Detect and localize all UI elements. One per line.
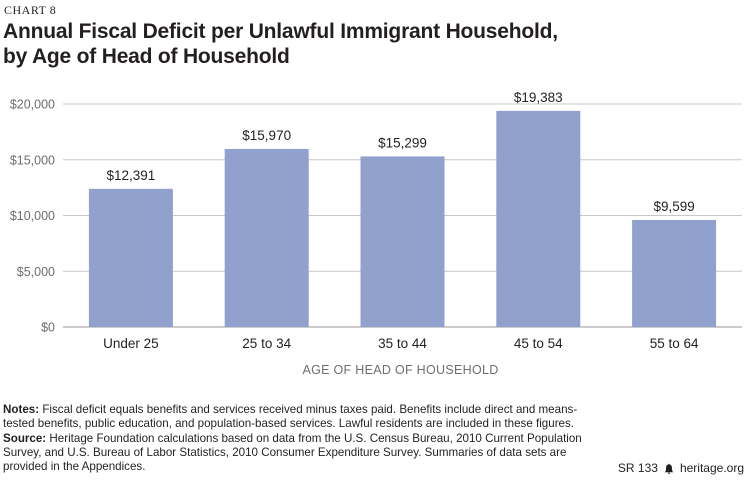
bars [88,110,717,327]
value-label: $9,599 [653,199,694,214]
notes-text: Fiscal deficit equals benefits and servi… [3,403,578,431]
x-tick-label: 25 to 34 [242,336,291,351]
source-label: Source: [3,431,47,445]
report-id: SR 133 [617,461,658,475]
bar [224,148,309,327]
x-tick-label: Under 25 [103,336,159,351]
source-text: Heritage Foundation calculations based o… [3,431,582,474]
site-link[interactable]: heritage.org [679,461,744,475]
liberty-bell-icon [664,463,674,474]
notes-block: Notes: Fiscal deficit equals benefits an… [3,403,603,474]
x-axis-title: AGE OF HEAD OF HOUSEHOLD [302,363,498,377]
bar-chart: $12,391 $15,970 $15,299 $19,383 $9,599 $0 $5,… [10,90,742,378]
value-label: $15,299 [378,135,427,150]
y-tick-label: $0 [41,321,55,335]
notes-label: Notes: [3,403,40,416]
x-tick-label: 35 to 44 [378,336,427,351]
chart-title-line-2: by Age of Head of Household [3,45,290,68]
value-labels: $12,391 $15,970 $15,299 $19,383 $9,599 [106,90,694,214]
x-tick-label: 55 to 64 [650,336,699,351]
y-tick-label: $5,000 [17,265,55,279]
bar [632,219,717,327]
value-label: $15,970 [242,128,291,143]
chart-title-line-1: Annual Fiscal Deficit per Unlawful Immig… [3,20,558,43]
y-tick-label: $15,000 [10,153,55,167]
bar [360,156,445,327]
value-label: $19,383 [514,90,563,105]
footer: SR 133 heritage.org [618,461,744,475]
bar [88,188,173,327]
bar [496,110,581,327]
axes: $0 $5,000 $10,000 $15,000 $20,000 Under 25 25 … [10,98,699,378]
x-tick-label: 45 to 54 [514,336,563,351]
value-label: $12,391 [106,168,155,183]
chart-number: CHART 8 [4,3,57,17]
y-tick-label: $10,000 [10,209,55,223]
chart-title: Annual Fiscal Deficit per Unlawful Immig… [3,19,743,69]
y-tick-label: $20,000 [10,98,55,112]
